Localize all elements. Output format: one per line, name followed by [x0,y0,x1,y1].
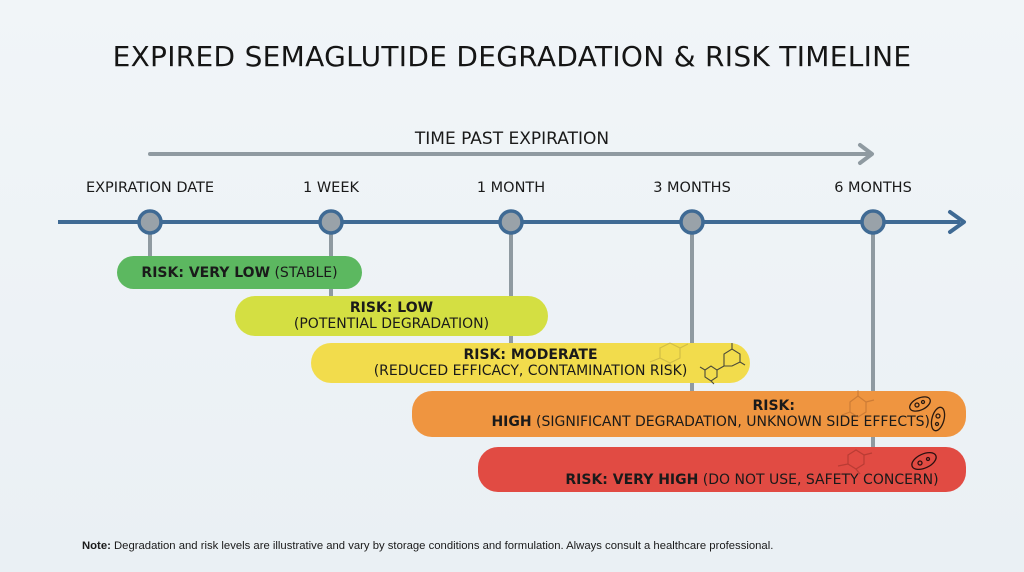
page-title: EXPIRED SEMAGLUTIDE DEGRADATION & RISK T… [112,40,912,73]
risk-level-label: HIGH [491,414,532,430]
risk-level-label: RISK: VERY LOW [141,264,271,281]
time-axis-label-text: TIME PAST EXPIRATION [414,129,610,149]
risk-bar-high: RISK: HIGH (SIGNIFICANT DEGRADATION, UNK… [412,391,966,437]
risk-detail: (DO NOT USE, SAFETY CONCERN) [702,472,939,488]
risk-bar-very-low: RISK: VERY LOW (STABLE) [117,256,362,289]
risk-level-label: RISK: MODERATE [463,347,598,363]
milestone-1-week: 1 WEEK [302,180,360,196]
risk-level-label-line1: RISK: [752,398,795,414]
risk-detail: (STABLE) [274,264,338,281]
risk-level-label: RISK: VERY HIGH [565,472,699,488]
risk-bar-low: RISK: LOW (POTENTIAL DEGRADATION) [235,296,548,336]
risk-bar-moderate: RISK: MODERATE (REDUCED EFFICACY, CONTAM… [311,343,750,383]
risk-level-label: RISK: LOW [349,300,434,316]
risk-detail: (SIGNIFICANT DEGRADATION, UNKNOWN SIDE E… [536,414,930,430]
disclaimer-note: Note: Degradation and risk levels are il… [82,540,773,552]
risk-bar-very-high: RISK: VERY HIGH (DO NOT USE, SAFETY CONC… [478,447,966,492]
time-axis-label: TIME PAST EXPIRATION [0,129,1024,149]
time-arrow-icon [148,143,874,165]
milestone-3-months: 3 MONTHS [653,180,731,196]
risk-detail: (REDUCED EFFICACY, CONTAMINATION RISK) [373,363,688,379]
note-label: Note: [82,540,111,552]
milestone-6-months: 6 MONTHS [834,180,912,196]
milestone-1-month: 1 MONTH [476,180,546,196]
milestone-expiration-date: EXPIRATION DATE [85,180,215,196]
timeline-nodes [137,209,886,235]
note-text: Degradation and risk levels are illustra… [114,540,774,552]
risk-detail: (POTENTIAL DEGRADATION) [293,316,490,332]
